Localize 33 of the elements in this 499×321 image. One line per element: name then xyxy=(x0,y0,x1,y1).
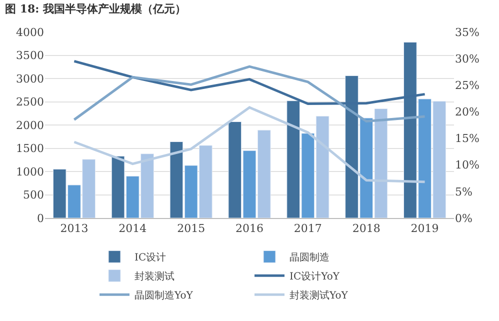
y-tick-label: 1500 xyxy=(16,142,44,156)
y2-tick-label: 35% xyxy=(455,26,480,39)
legend-label: 晶圆制造 xyxy=(290,252,330,264)
legend-label: 晶圆制造YoY xyxy=(134,290,194,302)
y-tick-label: 1000 xyxy=(16,165,44,178)
line-series xyxy=(72,65,426,123)
y2-tick-label: 10% xyxy=(455,158,480,172)
x-tick-label: 2017 xyxy=(294,222,322,236)
y2-tick-label: 0% xyxy=(455,212,472,225)
y2-tick-label: 30% xyxy=(455,52,480,66)
x-tick-label: 2019 xyxy=(410,222,439,236)
y-tick-label: 3000 xyxy=(16,72,44,86)
y2-tick-label: 25% xyxy=(455,78,480,92)
y-tick-label: 500 xyxy=(23,188,44,202)
y-tick-label: 4000 xyxy=(16,26,44,39)
x-tick-label: 2014 xyxy=(118,222,147,236)
y2-tick-label: 5% xyxy=(455,185,472,198)
y-tick-label: 3500 xyxy=(16,49,44,62)
legend-label: IC设计 xyxy=(134,252,166,264)
y-tick-label: 2000 xyxy=(16,118,44,132)
x-tick-label: 2018 xyxy=(352,222,380,236)
y2-tick-label: 20% xyxy=(455,106,480,119)
y-tick-label: 0 xyxy=(37,212,44,225)
x-tick-label: 2013 xyxy=(60,222,88,236)
legend-label: 封装测试 xyxy=(134,270,174,283)
line-series xyxy=(72,106,426,184)
legend-label: 封装测试YoY xyxy=(290,290,348,302)
y-tick-label: 2500 xyxy=(16,96,44,109)
chart-title: 图 18: 我国半导体产业规模（亿元） xyxy=(4,2,186,16)
legend-label: IC设计YoY xyxy=(290,270,340,283)
x-tick-label: 2016 xyxy=(236,222,264,236)
x-tick-label: 2015 xyxy=(177,222,206,236)
y2-tick-label: 15% xyxy=(455,132,480,146)
